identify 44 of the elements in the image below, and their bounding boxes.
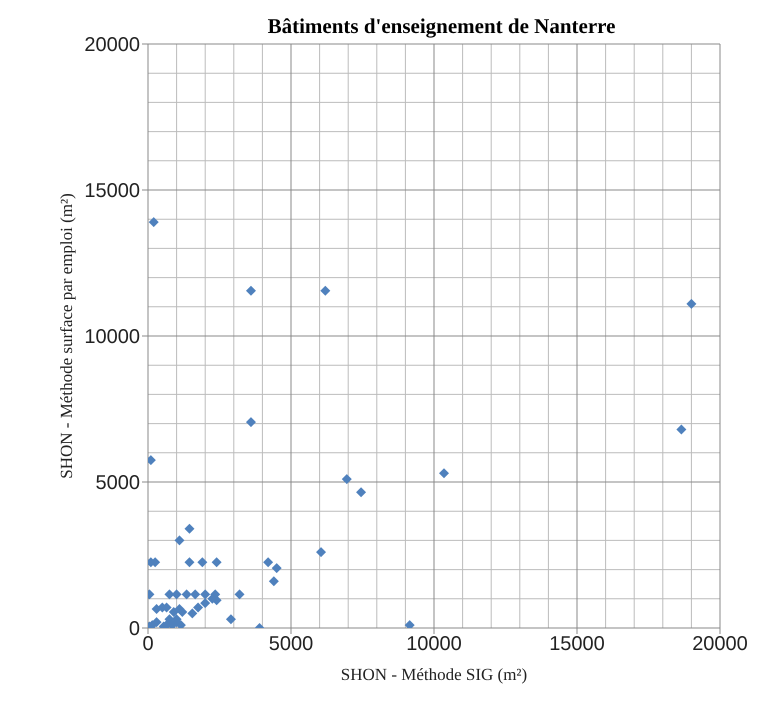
point	[263, 557, 274, 568]
y-tick-label: 15000	[84, 180, 140, 202]
y-tick-label: 10000	[84, 326, 140, 348]
point	[193, 602, 204, 613]
point	[226, 614, 236, 624]
x-axis-title: SHON - Méthode SIG (m²)	[340, 665, 528, 684]
point	[272, 563, 282, 574]
point	[246, 417, 256, 428]
point	[152, 617, 162, 628]
point	[177, 606, 188, 617]
point	[148, 217, 159, 228]
point	[172, 589, 182, 600]
point	[184, 557, 194, 568]
point	[200, 589, 210, 600]
x-tick-label: 0	[142, 633, 154, 656]
y-tick-label: 0	[128, 618, 140, 640]
x-tick-label: 20000	[692, 633, 748, 656]
point	[246, 286, 256, 296]
point	[190, 589, 200, 600]
point	[342, 474, 352, 484]
chart-title: Bâtiments d'enseignement de Nanterre	[266, 14, 616, 39]
x-tick-label: 10000	[406, 633, 462, 656]
point	[316, 547, 326, 558]
point	[184, 524, 194, 534]
point	[676, 424, 686, 434]
point	[686, 298, 696, 309]
y-axis-title: SHON - Méthode surface par emploi (m²)	[57, 193, 76, 479]
point	[268, 576, 279, 586]
y-tick-label: 5000	[96, 472, 140, 494]
point	[320, 286, 330, 296]
y-tick-label: 20000	[84, 34, 140, 56]
point	[168, 606, 179, 617]
point	[439, 468, 450, 478]
x-tick-label: 15000	[549, 633, 605, 656]
point	[200, 598, 210, 608]
point	[187, 608, 198, 618]
point	[174, 535, 184, 546]
point	[197, 557, 208, 568]
point	[164, 589, 174, 600]
point	[182, 589, 192, 600]
point	[356, 487, 366, 498]
point	[212, 557, 222, 568]
point	[234, 589, 245, 600]
x-tick-label: 5000	[268, 633, 314, 656]
